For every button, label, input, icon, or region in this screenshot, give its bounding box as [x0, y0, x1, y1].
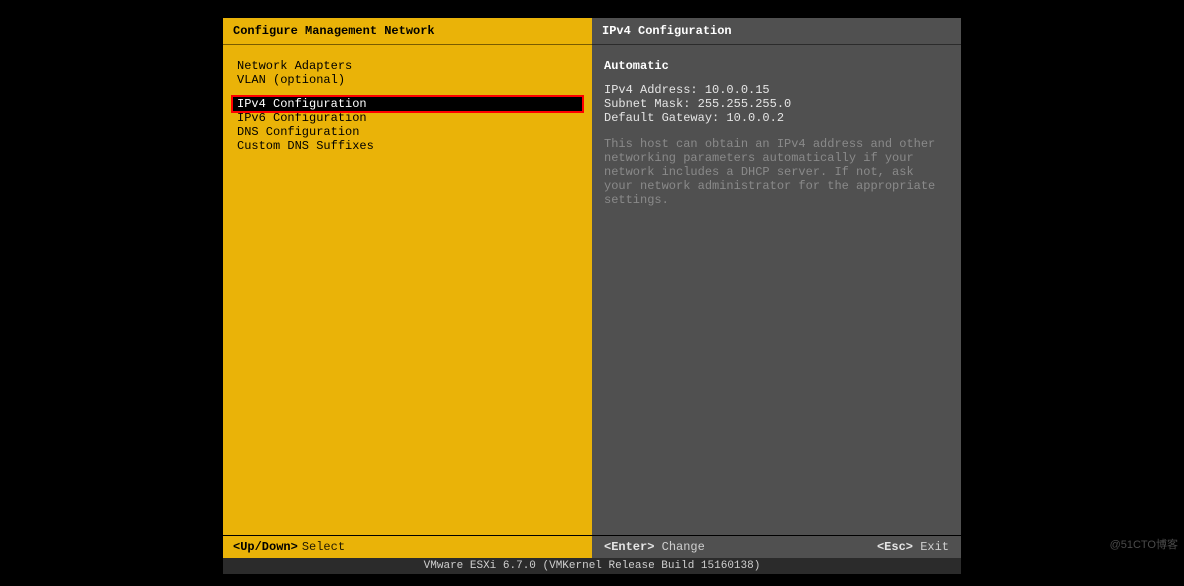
watermark: @51CTO博客: [1110, 536, 1178, 552]
menu-item-ipv6-configuration[interactable]: IPv6 Configuration: [233, 111, 582, 125]
main-area: Configure Management Network Network Ada…: [223, 18, 961, 536]
info-line-ipv4-address: IPv4 Address: 10.0.0.15: [604, 83, 949, 97]
info-heading: Automatic: [604, 59, 949, 73]
footer: <Up/Down> Select <Enter> Change <Esc> Ex…: [223, 536, 961, 558]
left-menu: Network Adapters VLAN (optional) IPv4 Co…: [223, 45, 592, 535]
footer-left: <Up/Down> Select: [223, 536, 592, 558]
menu-item-network-adapters[interactable]: Network Adapters: [233, 59, 582, 73]
key-updown: <Up/Down>: [233, 540, 298, 554]
info-description: This host can obtain an IPv4 address and…: [604, 137, 944, 207]
right-pane-title: IPv4 Configuration: [592, 18, 961, 45]
menu-item-vlan[interactable]: VLAN (optional): [233, 73, 582, 87]
key-updown-label: <Up/Down>: [233, 540, 298, 554]
left-pane: Configure Management Network Network Ada…: [223, 18, 592, 535]
action-exit: Exit: [920, 540, 949, 554]
menu-group-1: IPv4 Configuration IPv6 Configuration DN…: [233, 97, 582, 153]
hint-esc: <Esc> Exit: [877, 540, 949, 554]
info-line-default-gateway: Default Gateway: 10.0.0.2: [604, 111, 949, 125]
action-select: Select: [302, 540, 345, 554]
menu-item-ipv4-configuration[interactable]: IPv4 Configuration: [233, 97, 582, 111]
key-esc-label: <Esc>: [877, 540, 913, 554]
menu-item-dns-configuration[interactable]: DNS Configuration: [233, 125, 582, 139]
left-pane-title: Configure Management Network: [223, 18, 592, 45]
console-window: Configure Management Network Network Ada…: [223, 18, 961, 574]
right-pane: IPv4 Configuration Automatic IPv4 Addres…: [592, 18, 961, 535]
right-body: Automatic IPv4 Address: 10.0.0.15 Subnet…: [592, 45, 961, 535]
action-change: Change: [662, 540, 705, 554]
status-bar: VMware ESXi 6.7.0 (VMKernel Release Buil…: [223, 558, 961, 574]
hint-enter: <Enter> Change: [604, 540, 705, 554]
key-enter-label: <Enter>: [604, 540, 654, 554]
footer-right: <Enter> Change <Esc> Exit: [592, 536, 961, 558]
menu-group-0: Network Adapters VLAN (optional): [233, 59, 582, 87]
menu-item-custom-dns-suffixes[interactable]: Custom DNS Suffixes: [233, 139, 582, 153]
info-line-subnet-mask: Subnet Mask: 255.255.255.0: [604, 97, 949, 111]
